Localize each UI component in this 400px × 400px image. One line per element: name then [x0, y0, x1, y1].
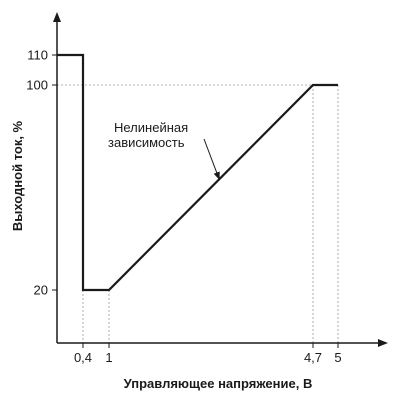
y-tick-label: 20: [34, 283, 48, 298]
x-tick-label: 4,7: [304, 350, 322, 365]
x-tick-marks: [82, 343, 339, 348]
y-axis-title: Выходной ток, %: [10, 120, 25, 231]
y-tick-labels: 20 100 110: [26, 48, 48, 298]
annotation-arrow: [203, 138, 220, 181]
y-tick-marks: [52, 54, 57, 291]
guide-lines: [57, 84, 339, 343]
annotation-text-line2: зависимость: [108, 135, 185, 150]
x-axis-title: Управляющее напряжение, В: [124, 376, 313, 391]
annotation-text-line1: Нелинейная: [114, 120, 188, 135]
x-tick-label: 0,4: [74, 350, 92, 365]
x-axis-arrow: [378, 339, 388, 347]
x-tick-label: 5: [334, 350, 341, 365]
y-tick-label: 100: [26, 78, 48, 93]
x-tick-labels: 0,4 1 4,7 5: [74, 350, 342, 365]
x-tick-label: 1: [105, 350, 112, 365]
y-tick-label: 110: [27, 48, 48, 63]
y-axis-arrow: [53, 12, 61, 22]
series-line: [57, 53, 338, 292]
